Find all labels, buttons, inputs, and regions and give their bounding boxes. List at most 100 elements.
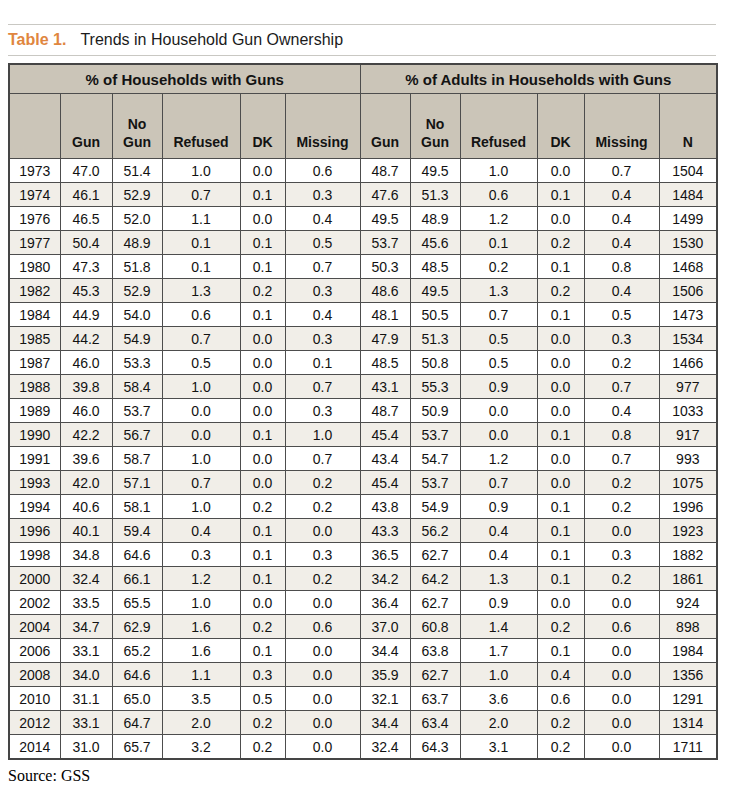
value-cell: 0.3 [285, 543, 360, 567]
year-cell: 2012 [9, 711, 60, 735]
value-cell: 0.0 [285, 639, 360, 663]
value-cell: 0.1 [240, 543, 285, 567]
value-cell: 40.6 [60, 495, 112, 519]
value-cell: 0.2 [285, 471, 360, 495]
value-cell: 0.0 [537, 399, 584, 423]
value-cell: 0.0 [584, 711, 659, 735]
group-header-row: % of Households with Guns% of Adults in … [9, 64, 717, 94]
value-cell: 1.0 [460, 159, 537, 183]
year-cell: 1977 [9, 231, 60, 255]
value-cell: 0.0 [240, 399, 285, 423]
table-row: 198839.858.41.00.00.743.155.30.90.00.797… [9, 375, 717, 399]
column-header [9, 94, 60, 159]
value-cell: 0.3 [584, 543, 659, 567]
value-cell: 40.1 [60, 519, 112, 543]
value-cell: 47.6 [360, 183, 410, 207]
value-cell: 993 [659, 447, 717, 471]
value-cell: 56.2 [410, 519, 460, 543]
value-cell: 48.9 [112, 231, 162, 255]
value-cell: 0.8 [584, 423, 659, 447]
value-cell: 0.1 [537, 519, 584, 543]
value-cell: 1.2 [460, 447, 537, 471]
table-row: 199139.658.71.00.00.743.454.71.20.00.799… [9, 447, 717, 471]
value-cell: 0.2 [240, 279, 285, 303]
table-row: 197446.152.90.70.10.347.651.30.60.10.414… [9, 183, 717, 207]
value-cell: 62.7 [410, 543, 460, 567]
table-row: 200633.165.21.60.10.034.463.81.70.10.019… [9, 639, 717, 663]
value-cell: 33.1 [60, 711, 112, 735]
value-cell: 0.7 [285, 255, 360, 279]
value-cell: 53.7 [360, 231, 410, 255]
value-cell: 54.7 [410, 447, 460, 471]
value-cell: 0.2 [240, 735, 285, 760]
value-cell: 917 [659, 423, 717, 447]
value-cell: 0.3 [285, 399, 360, 423]
value-cell: 48.7 [360, 159, 410, 183]
value-cell: 1.4 [460, 615, 537, 639]
value-cell: 0.1 [162, 255, 240, 279]
value-cell: 0.0 [285, 663, 360, 687]
value-cell: 1.0 [285, 423, 360, 447]
value-cell: 48.5 [360, 351, 410, 375]
year-cell: 1998 [9, 543, 60, 567]
value-cell: 0.4 [285, 303, 360, 327]
value-cell: 0.7 [285, 447, 360, 471]
value-cell: 0.1 [240, 255, 285, 279]
value-cell: 63.7 [410, 687, 460, 711]
value-cell: 39.8 [60, 375, 112, 399]
value-cell: 64.6 [112, 543, 162, 567]
value-cell: 924 [659, 591, 717, 615]
value-cell: 53.7 [410, 471, 460, 495]
year-cell: 1984 [9, 303, 60, 327]
value-cell: 63.8 [410, 639, 460, 663]
value-cell: 44.9 [60, 303, 112, 327]
value-cell: 1468 [659, 255, 717, 279]
table-row: 199042.256.70.00.11.045.453.70.00.10.891… [9, 423, 717, 447]
value-cell: 34.2 [360, 567, 410, 591]
year-cell: 1976 [9, 207, 60, 231]
value-cell: 0.7 [584, 447, 659, 471]
value-cell: 47.3 [60, 255, 112, 279]
column-header: DK [240, 94, 285, 159]
value-cell: 0.1 [240, 639, 285, 663]
value-cell: 58.7 [112, 447, 162, 471]
value-cell: 0.0 [240, 591, 285, 615]
value-cell: 0.0 [285, 735, 360, 760]
year-cell: 1988 [9, 375, 60, 399]
value-cell: 0.3 [240, 663, 285, 687]
value-cell: 0.2 [584, 351, 659, 375]
value-cell: 54.0 [112, 303, 162, 327]
value-cell: 3.2 [162, 735, 240, 760]
value-cell: 52.0 [112, 207, 162, 231]
table-title: Table 1. Trends in Household Gun Ownersh… [8, 25, 716, 55]
value-cell: 0.6 [537, 687, 584, 711]
value-cell: 0.2 [240, 495, 285, 519]
value-cell: 64.3 [410, 735, 460, 760]
value-cell: 0.4 [460, 519, 537, 543]
value-cell: 0.0 [537, 207, 584, 231]
value-cell: 0.4 [584, 279, 659, 303]
year-cell: 1987 [9, 351, 60, 375]
table-row: 201233.164.72.00.20.034.463.42.00.20.013… [9, 711, 717, 735]
year-cell: 1991 [9, 447, 60, 471]
value-cell: 50.3 [360, 255, 410, 279]
value-cell: 65.5 [112, 591, 162, 615]
value-cell: 0.2 [584, 495, 659, 519]
table-row: 200233.565.51.00.00.036.462.70.90.00.092… [9, 591, 717, 615]
table-row: 200834.064.61.10.30.035.962.71.00.40.013… [9, 663, 717, 687]
value-cell: 0.0 [537, 351, 584, 375]
value-cell: 0.5 [460, 327, 537, 351]
value-cell: 898 [659, 615, 717, 639]
value-cell: 48.1 [360, 303, 410, 327]
value-cell: 0.1 [537, 423, 584, 447]
value-cell: 0.4 [537, 663, 584, 687]
value-cell: 0.2 [537, 231, 584, 255]
value-cell: 0.0 [240, 327, 285, 351]
value-cell: 2.0 [162, 711, 240, 735]
value-cell: 51.4 [112, 159, 162, 183]
value-cell: 1996 [659, 495, 717, 519]
value-cell: 0.0 [537, 591, 584, 615]
column-header: Refused [460, 94, 537, 159]
value-cell: 34.8 [60, 543, 112, 567]
value-cell: 0.3 [285, 279, 360, 303]
